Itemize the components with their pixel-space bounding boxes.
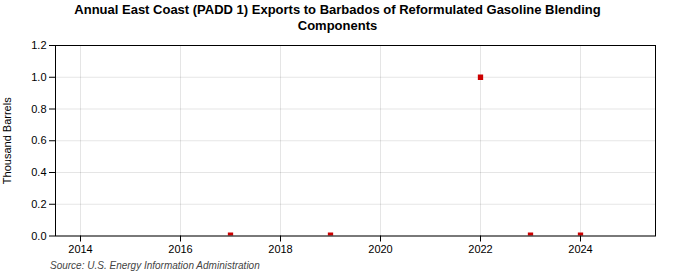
- svg-text:2022: 2022: [468, 242, 492, 254]
- svg-text:2018: 2018: [268, 242, 292, 254]
- svg-text:0.8: 0.8: [31, 102, 46, 114]
- svg-text:1.2: 1.2: [31, 39, 46, 51]
- html-text:Source: U.S. Energy Informatio: Source: U.S. Energy Information Administ…: [50, 260, 260, 271]
- svg-text:2016: 2016: [168, 242, 192, 254]
- svg-text:2014: 2014: [68, 242, 92, 254]
- svg-text:2020: 2020: [368, 242, 392, 254]
- svg-text:0.6: 0.6: [31, 134, 46, 146]
- svg-text:1.0: 1.0: [31, 70, 46, 82]
- svg-text:2024: 2024: [568, 242, 592, 254]
- svg-text:0.4: 0.4: [31, 166, 46, 178]
- svg-text:Thousand Barrels: Thousand Barrels: [1, 96, 13, 183]
- html-text:Annual East Coast (PADD 1) Exp: Annual East Coast (PADD 1) Exports to Ba…: [74, 2, 601, 34]
- svg-text:0.2: 0.2: [31, 197, 46, 209]
- svg-text:0.0: 0.0: [31, 229, 46, 241]
